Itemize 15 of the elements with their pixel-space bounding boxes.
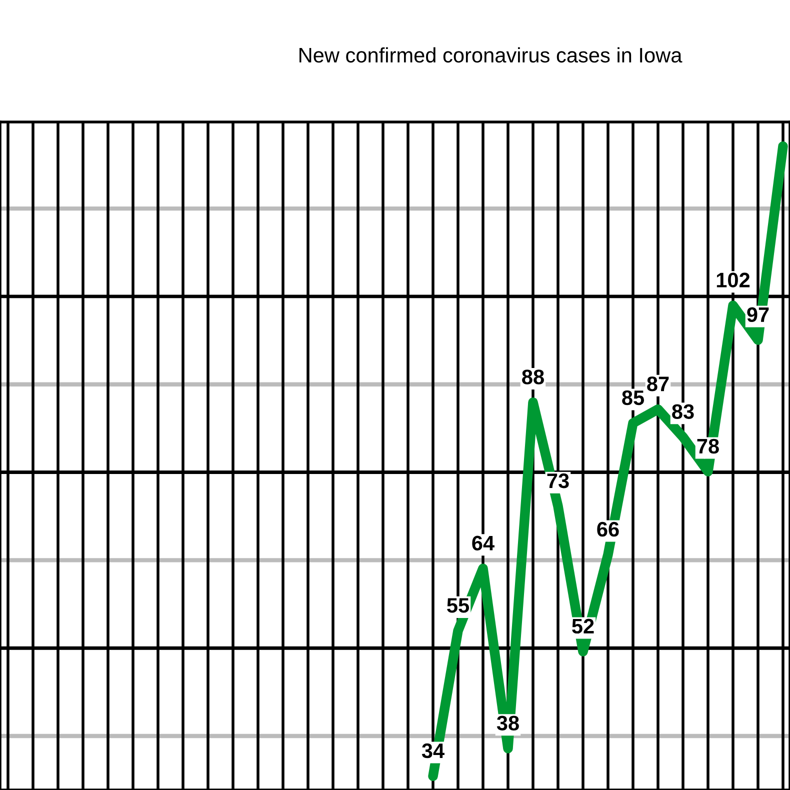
data-label: 87 xyxy=(647,376,669,392)
data-label: 55 xyxy=(447,598,470,613)
data-label: 64 xyxy=(472,536,494,550)
data-label: 38 xyxy=(496,716,519,730)
data-label: 83 xyxy=(672,404,694,419)
data-label: 66 xyxy=(597,522,619,537)
data-label: 78 xyxy=(697,438,719,454)
data-label: 73 xyxy=(547,473,569,488)
chart-title: New confirmed coronavirus cases in Iowa xyxy=(300,47,682,63)
data-label: 85 xyxy=(622,390,644,406)
data-label: 102 xyxy=(716,272,750,288)
data-label: 34 xyxy=(422,743,444,758)
data-label: 88 xyxy=(522,370,544,384)
data-label: 52 xyxy=(572,618,594,634)
data-label: 97 xyxy=(747,307,769,322)
